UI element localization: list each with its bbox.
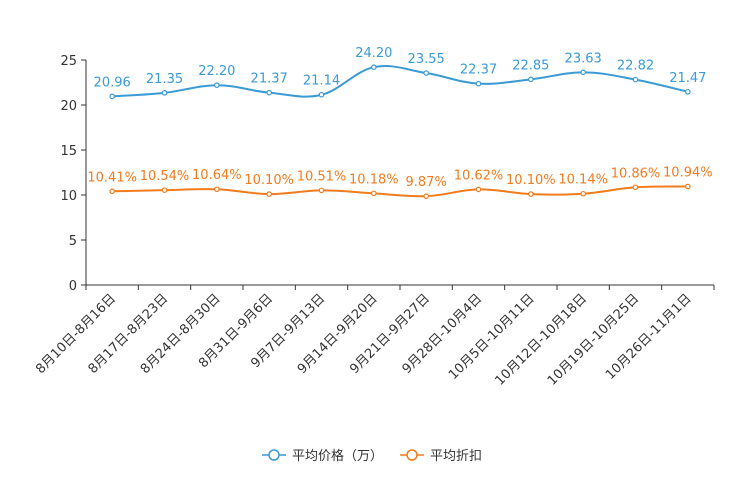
data-label: 10.86%	[611, 166, 661, 181]
legend-label: 平均折扣	[430, 449, 482, 464]
data-point[interactable]	[475, 80, 482, 87]
data-point[interactable]	[214, 186, 220, 193]
x-tick-label: 10月19日-10月25日	[545, 291, 642, 388]
chart-legend[interactable]: 平均价格（万） 平均折扣	[262, 448, 482, 464]
x-tick-label: 10月12日-10月18日	[493, 291, 590, 388]
data-point[interactable]	[318, 91, 325, 98]
data-point[interactable]	[266, 89, 272, 96]
data-label: 10.14%	[558, 173, 608, 188]
data-point[interactable]	[214, 82, 220, 89]
data-label: 10.62%	[454, 168, 504, 183]
chart-axes: 05101520258月10日-8月16日8月17日-8月23日8月24日-8月…	[33, 54, 715, 389]
data-point[interactable]	[371, 64, 377, 71]
legend-item-avg-discount[interactable]: 平均折扣	[400, 449, 482, 464]
data-point[interactable]	[580, 69, 586, 76]
data-point[interactable]	[109, 188, 115, 195]
data-point[interactable]	[161, 90, 168, 96]
legend-label: 平均价格（万）	[292, 448, 383, 464]
data-label: 22.37	[460, 63, 497, 78]
y-tick-label: 0	[69, 279, 77, 294]
y-tick-label: 25	[60, 54, 77, 69]
series-avg-discount: 10.41% 10.54% 10.64% 10.10% 10.51% 10.18% 9.87…	[87, 166, 713, 199]
data-point[interactable]	[371, 190, 377, 197]
data-point[interactable]	[475, 186, 482, 193]
series-layer: 20.96 21.35 22.20 21.37 21.14 24.20 23.55 22.37…	[87, 46, 713, 199]
y-tick-label: 5	[69, 234, 77, 249]
data-label: 10.10%	[244, 173, 294, 188]
data-label: 10.18%	[349, 172, 399, 187]
data-label: 21.14	[303, 74, 340, 89]
y-tick-label: 10	[60, 189, 77, 204]
data-label: 22.82	[617, 59, 654, 74]
legend-marker-icon	[406, 449, 418, 461]
data-label: 20.96	[94, 75, 131, 90]
data-label: 22.20	[198, 64, 235, 79]
legend-item-avg-price[interactable]: 平均价格（万）	[262, 448, 383, 464]
data-point[interactable]	[161, 187, 168, 193]
data-label: 23.55	[408, 52, 445, 67]
series-line	[112, 185, 688, 198]
y-tick-label: 15	[60, 144, 77, 159]
data-label: 10.41%	[87, 170, 137, 185]
y-tick-label: 20	[60, 99, 77, 114]
legend-marker-icon	[268, 449, 280, 461]
data-point[interactable]	[266, 191, 272, 197]
data-label: 9.87%	[406, 175, 447, 190]
data-label: 23.63	[565, 51, 602, 66]
data-point[interactable]	[580, 190, 586, 197]
data-point[interactable]	[318, 187, 325, 194]
data-point[interactable]	[685, 183, 691, 190]
data-label: 10.94%	[663, 166, 713, 181]
data-point[interactable]	[632, 76, 639, 83]
data-label: 21.47	[669, 71, 706, 86]
data-label: 24.20	[355, 46, 392, 61]
data-point[interactable]	[109, 93, 115, 100]
data-label: 10.10%	[506, 173, 556, 188]
data-point[interactable]	[632, 184, 639, 191]
data-point[interactable]	[423, 193, 429, 199]
data-point[interactable]	[685, 88, 691, 95]
data-label: 10.64%	[192, 168, 242, 183]
data-label: 22.85	[512, 58, 549, 73]
data-point[interactable]	[528, 191, 534, 197]
data-point[interactable]	[423, 70, 429, 76]
data-label: 10.54%	[140, 169, 190, 184]
data-label: 10.51%	[297, 169, 347, 184]
data-label: 21.37	[251, 72, 288, 87]
data-point[interactable]	[528, 76, 534, 83]
series-line	[112, 65, 689, 98]
data-label: 21.35	[146, 72, 183, 87]
series-avg-price: 20.96 21.35 22.20 21.37 21.14 24.20 23.55 22.37…	[94, 46, 706, 100]
